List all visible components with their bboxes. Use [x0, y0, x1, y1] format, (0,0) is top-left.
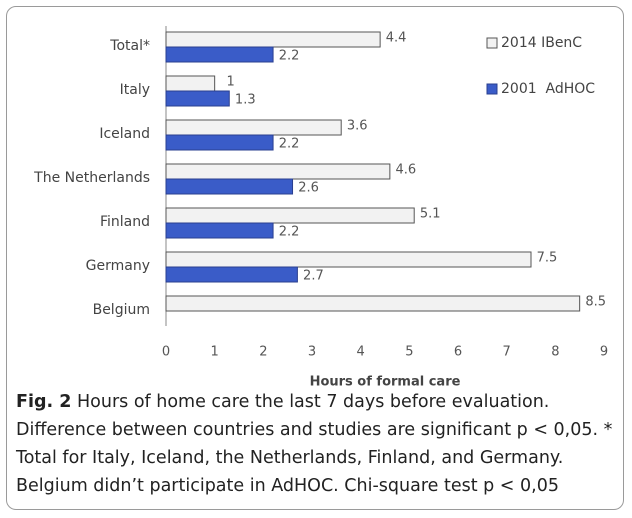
y-tick-label: Finland [100, 214, 150, 230]
data-label: 8.5 [585, 295, 606, 310]
bar [165, 266, 298, 283]
chart: Hours of formal care 0 1 2 3 4 5 6 7 8 9 Total* 4.4… [33, 26, 608, 390]
data-label: 2.6 [298, 181, 319, 196]
data-label: 4.6 [396, 163, 417, 178]
caption: Fig. 2 Hours of home care the last 7 day… [16, 388, 616, 500]
bar [165, 295, 581, 312]
bar [165, 31, 381, 48]
legend-swatch [486, 37, 498, 49]
data-label: 2.2 [279, 137, 300, 152]
x-tick-label: 3 [308, 345, 316, 360]
legend-label: 2001 AdHOC [501, 81, 595, 97]
y-tick-label: Iceland [99, 126, 150, 142]
data-label: 7.5 [537, 251, 558, 266]
bar [165, 90, 230, 107]
bar [165, 178, 294, 195]
caption-text: Hours of home care the last 7 days befor… [16, 392, 613, 496]
bar [165, 163, 391, 180]
bar [165, 119, 342, 136]
x-tick-label: 1 [211, 345, 219, 360]
y-tick-label: Belgium [93, 302, 150, 318]
legend-label: 2014 IBenC [501, 35, 582, 51]
y-tick-label: Germany [86, 258, 150, 274]
data-label: 2.2 [279, 49, 300, 64]
y-tick-label: The Netherlands [33, 170, 150, 186]
data-label: 4.4 [386, 31, 407, 46]
data-label: 2.7 [303, 269, 324, 284]
x-tick-label: 2 [259, 345, 267, 360]
x-tick-label: 9 [600, 345, 608, 360]
bar [165, 207, 415, 224]
x-tick-label: 7 [503, 345, 511, 360]
bar [165, 251, 532, 268]
x-tick-label: 0 [162, 345, 170, 360]
data-label: 1.3 [235, 93, 256, 108]
figure-frame [6, 6, 624, 510]
y-tick-label: Total* [109, 38, 150, 54]
x-tick-label: 8 [551, 345, 559, 360]
data-label: 3.6 [347, 119, 368, 134]
bar [165, 75, 216, 92]
legend-swatch [486, 83, 498, 95]
x-axis-title: Hours of formal care [310, 375, 461, 390]
bar [165, 134, 274, 151]
caption-label: Fig. 2 [16, 392, 72, 412]
x-tick-label: 5 [405, 345, 413, 360]
x-tick-label: 6 [454, 345, 462, 360]
bar [165, 222, 274, 239]
data-label: 1 [227, 75, 235, 90]
data-label: 5.1 [420, 207, 441, 222]
data-label: 2.2 [279, 225, 300, 240]
x-tick-label: 4 [357, 345, 365, 360]
y-tick-label: Italy [120, 82, 150, 98]
bar [165, 46, 274, 63]
